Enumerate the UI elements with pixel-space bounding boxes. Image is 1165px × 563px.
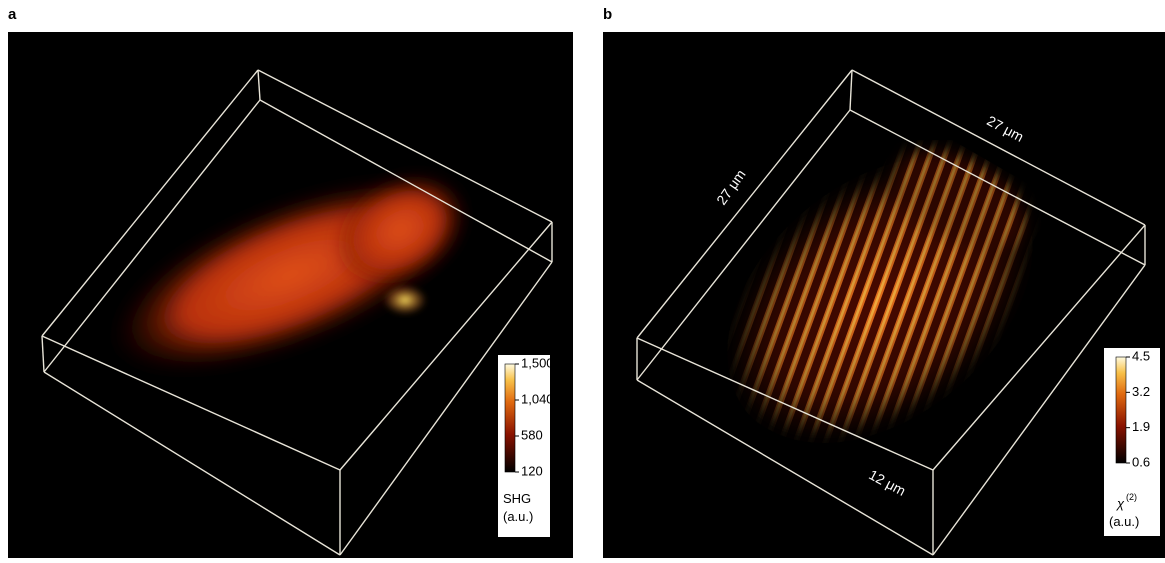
colorbar-symbol: χ <box>1116 496 1125 511</box>
colorbar-gradient <box>1116 357 1126 463</box>
colorbar-tick-label: 120 <box>521 463 543 478</box>
colorbar-superscript: (2) <box>1126 492 1137 502</box>
colorbar-tick-label: 1,040 <box>521 391 554 406</box>
colorbar-tick-label: 1,500 <box>521 355 554 370</box>
panel-label: b <box>603 6 612 23</box>
colorbar: χ (2) (a.u.) <box>1104 348 1160 536</box>
colorbar-unit: (a.u.) <box>503 509 533 524</box>
colorbar-unit: (a.u.) <box>1109 514 1139 529</box>
volume-render <box>700 140 1060 470</box>
figure: a b 27 μm 27 μm 12 μm SHG (a.u.) <box>0 0 1165 558</box>
colorbar-tick-label: 1.9 <box>1132 419 1150 434</box>
colorbar-gradient <box>505 364 515 472</box>
colorbar-box <box>1104 348 1160 536</box>
panel-label: a <box>8 6 17 23</box>
colorbar: SHG (a.u.) <box>498 355 550 537</box>
colorbar-tick-label: 4.5 <box>1132 348 1150 363</box>
colorbar-tick-label: 0.6 <box>1132 454 1150 469</box>
colorbar-tick-label: 3.2 <box>1132 384 1150 399</box>
colorbar-tick-label: 580 <box>521 427 543 442</box>
colorbar-title: SHG <box>503 491 531 506</box>
